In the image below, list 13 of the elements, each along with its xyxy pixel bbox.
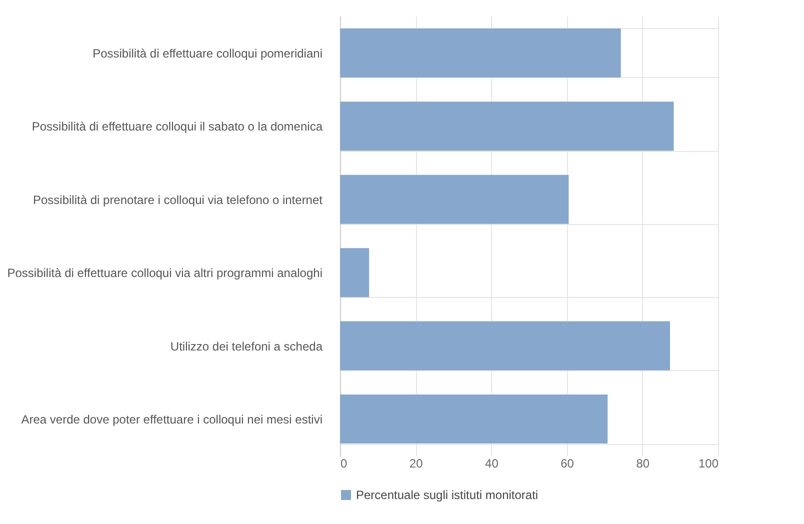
y-tick-label: Possibilità di effettuare colloqui via altri programmi analoghi	[7, 266, 322, 280]
y-tick-label: Possibilità di effettuare colloqui il sabato o la domenica	[32, 120, 323, 134]
x-tick-label: 100	[698, 456, 719, 470]
y-tick-label: Possibilità di prenotare i colloqui via telefono o internet	[32, 192, 324, 207]
x-tick-label: 20	[409, 456, 424, 470]
legend-label: Percentuale sugli istituti monitorati	[356, 488, 538, 502]
y-tick-label: Utilizzo dei telefoni a scheda	[170, 339, 323, 354]
y-tick-label: Possibilità di effettuare colloqui pomeridiani	[92, 46, 322, 60]
x-tick-label: 0	[340, 456, 348, 470]
x-tick-label: 40	[485, 456, 499, 470]
x-tick-label: 60	[560, 456, 574, 470]
y-tick-label: Area verde dove poter effettuare i colloqui nei mesi estivi	[21, 412, 322, 427]
x-tick-label: 80	[636, 456, 650, 470]
